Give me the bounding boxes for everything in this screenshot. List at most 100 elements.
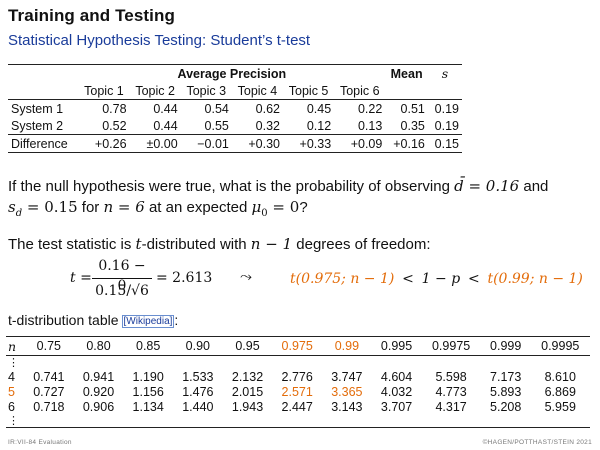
ap-cell: 0.54 — [180, 99, 232, 117]
ap-cell: 0.13 — [357, 118, 383, 133]
average-precision-table: Average Precision Mean s Topic 1 Topic 2… — [8, 64, 462, 153]
ap-cell: +0.30 — [231, 134, 284, 153]
ap-row-difference: Difference +0.26 ±0.00 −0.01 +0.30 +0.33… — [8, 134, 462, 153]
ap-cell: 0.52 — [102, 118, 127, 133]
wikipedia-link[interactable]: [Wikipedia] — [121, 315, 175, 328]
t-statistic-formula: t = 0.16 − 0 0.15/√6 = 2.613 ⤳ t(0.975; … — [70, 256, 590, 306]
t-value: 3.143 — [331, 399, 363, 414]
t-value: 4.773 — [435, 384, 467, 399]
quantile-header: 0.85 — [123, 336, 174, 356]
row-label: Difference — [8, 134, 79, 153]
topic-header: Topic 1 — [84, 83, 124, 98]
topic-header: Topic 5 — [288, 83, 329, 98]
formula-fraction: 0.16 − 0 0.15/√6 — [92, 256, 152, 301]
t-value: 0.718 — [33, 399, 65, 414]
t-value: 4.604 — [380, 369, 413, 384]
ap-group-header: Average Precision — [78, 64, 386, 82]
formula-denominator: 0.15/√6 — [95, 283, 149, 299]
t-value: 1.533 — [182, 369, 214, 384]
ap-row-system-1: System 1 0.78 0.44 0.54 0.62 0.45 0.22 0… — [8, 99, 462, 117]
row-label: System 2 — [11, 118, 64, 133]
t-value: 2.015 — [231, 384, 264, 399]
ap-mean-cell: 0.35 — [400, 118, 425, 133]
n-header: n — [6, 336, 24, 356]
ap-cell: +0.26 — [78, 134, 130, 153]
t-value: 0.727 — [33, 384, 65, 399]
dist-table-label: t-distribution table [Wikipedia]: — [8, 312, 179, 328]
footer-left: IR:VII-84 Evaluation — [8, 439, 72, 446]
quantile-header: 0.95 — [222, 336, 273, 356]
t-value: 7.173 — [490, 369, 522, 384]
slide-title: Training and Testing — [8, 6, 175, 25]
topic-header: Topic 6 — [339, 83, 380, 98]
t-value: 6.869 — [544, 384, 576, 399]
t-value: 0.741 — [33, 369, 65, 384]
ap-cell: ±0.00 — [129, 134, 181, 153]
ap-cell: 0.62 — [231, 99, 284, 117]
ap-cell: +0.33 — [283, 134, 335, 153]
quantile-header: 0.9975 — [421, 336, 481, 356]
ap-s-cell: 0.15 — [427, 134, 462, 153]
ap-mean-header: Mean — [385, 64, 428, 82]
quantile-header: 0.995 — [371, 336, 422, 356]
ap-s-header: s — [427, 64, 462, 82]
t-value: 4.317 — [435, 399, 467, 414]
t-value-highlight: 3.365 — [331, 384, 363, 399]
t-value: 5.208 — [490, 399, 522, 414]
t-value: 2.132 — [231, 369, 264, 384]
t-value: 1.440 — [182, 399, 214, 414]
quantile-header: 0.9995 — [530, 336, 590, 356]
t-table-header-row: n 0.75 0.80 0.85 0.90 0.95 0.975 0.99 0.… — [6, 336, 590, 356]
ap-group-header-row: Average Precision Mean s — [8, 64, 462, 82]
vertical-ellipsis: ⋮ — [6, 414, 24, 428]
ap-cell: 0.78 — [78, 99, 130, 117]
row-n: 6 — [8, 399, 15, 414]
ap-s-cell: 0.19 — [427, 99, 462, 117]
ap-cell: 0.32 — [255, 118, 281, 133]
t-value: 3.747 — [331, 369, 363, 384]
ap-s-cell: 0.19 — [434, 118, 459, 133]
ap-cell: −0.01 — [180, 134, 232, 153]
ap-cell: 0.44 — [153, 118, 178, 133]
t-row-n5: 5 0.727 0.920 1.156 1.476 2.015 2.571 3.… — [6, 384, 590, 399]
fraction-bar — [92, 278, 152, 279]
quantile-header: 0.999 — [480, 336, 531, 356]
t-value: 5.959 — [544, 399, 576, 414]
t-value: 0.906 — [82, 399, 115, 414]
question-paragraph: If the null hypothesis were true, what i… — [8, 177, 549, 219]
quantile-header-highlight: 0.975 — [272, 336, 323, 356]
topic-header: Topic 3 — [186, 83, 227, 98]
t-value: 1.156 — [132, 384, 164, 399]
ap-cell: 0.12 — [306, 118, 332, 133]
ap-mean-cell: 0.51 — [385, 99, 428, 117]
row-n: 4 — [8, 369, 15, 384]
t-value: 3.707 — [380, 399, 413, 414]
ap-cell: 0.45 — [283, 99, 335, 117]
t-value: 1.476 — [182, 384, 214, 399]
t-value: 1.943 — [231, 399, 264, 414]
quantile-header: 0.75 — [24, 336, 74, 356]
t-value: 4.032 — [380, 384, 413, 399]
ellipsis-row: ⋮ — [6, 356, 590, 370]
row-n-highlight: 5 — [8, 384, 15, 399]
footer-copyright: ©HAGEN/POTTHAST/STEIN 2021 — [482, 439, 592, 446]
formula-numerator: 0.16 − 0 — [98, 258, 146, 294]
leads-to-icon: ⤳ — [240, 268, 253, 285]
ellipsis-row: ⋮ — [6, 414, 590, 428]
vertical-ellipsis: ⋮ — [8, 356, 19, 369]
statistic-paragraph: The test statistic is t-distributed with… — [8, 235, 431, 253]
t-value: 5.893 — [490, 384, 522, 399]
ap-cell: +0.09 — [334, 134, 386, 153]
quantile-header: 0.90 — [173, 336, 223, 356]
topic-header: Topic 2 — [135, 83, 175, 98]
t-value: 1.134 — [132, 399, 164, 414]
t-value-highlight: 2.571 — [281, 384, 313, 399]
formula-lhs: t = — [70, 270, 92, 286]
ap-row-system-2: System 2 0.52 0.44 0.55 0.32 0.12 0.13 0… — [8, 117, 462, 135]
t-row-n6: 6 0.718 0.906 1.134 1.440 1.943 2.447 3.… — [6, 399, 590, 414]
formula-result: = 2.613 — [156, 270, 213, 286]
t-row-n4: 4 0.741 0.941 1.190 1.533 2.132 2.776 3.… — [6, 369, 590, 384]
quantile-header-highlight: 0.99 — [322, 336, 372, 356]
ap-cell: 0.44 — [129, 99, 181, 117]
quantile-header: 0.80 — [73, 336, 124, 356]
